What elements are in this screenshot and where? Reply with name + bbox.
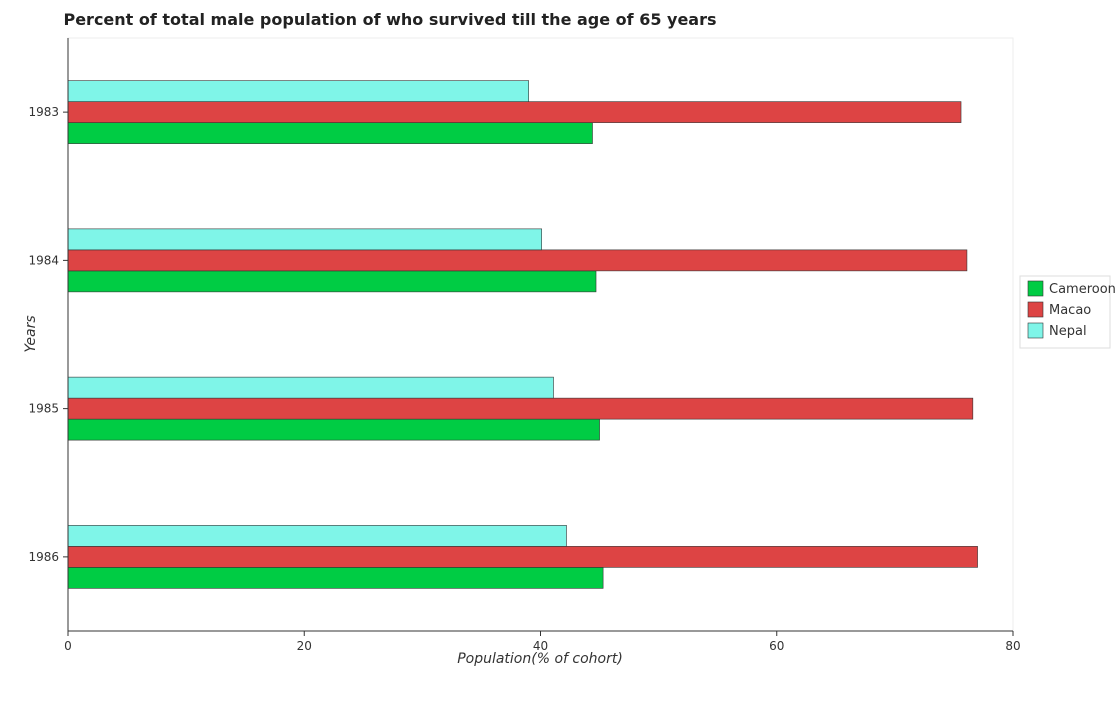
legend-label-macao: Macao <box>1049 303 1091 318</box>
legend: Cameroon Macao Nepal <box>1019 275 1116 349</box>
x-ticks-group: 0 20 40 60 80 <box>64 631 1021 653</box>
bar-macao-1984 <box>67 249 968 272</box>
x-axis-label: Population(% of cohort) <box>457 651 623 667</box>
legend-swatch-cameroon <box>1027 280 1044 297</box>
legend-swatch-nepal <box>1027 322 1044 339</box>
y-tick-label: 1985 <box>28 402 59 416</box>
y-axis-label: Years <box>23 315 39 352</box>
bar-macao-1985 <box>67 397 974 420</box>
x-tick-label: 60 <box>769 639 784 653</box>
legend-label-cameroon: Cameroon <box>1049 282 1116 297</box>
x-tick-label: 20 <box>297 639 312 653</box>
bar-nepal-1985 <box>67 376 554 399</box>
bar-macao-1986 <box>67 546 978 568</box>
x-tick-label: 80 <box>1005 639 1020 653</box>
legend-label-nepal: Nepal <box>1049 324 1087 339</box>
bar-nepal-1983 <box>67 80 529 102</box>
y-tick-label: 1983 <box>28 105 59 119</box>
y-ticks-group: 1983 1984 1985 1986 <box>28 105 68 564</box>
bar-cameroon-1984 <box>67 270 597 293</box>
x-tick-label: 0 <box>64 639 72 653</box>
bar-macao-1983 <box>67 101 962 123</box>
x-tick-label: 40 <box>533 639 548 653</box>
bar-cameroon-1985 <box>67 418 600 441</box>
y-tick-label: 1984 <box>28 253 59 267</box>
bars-group <box>67 80 978 589</box>
chart-title: Percent of total male population of who … <box>63 10 716 29</box>
y-tick-label: 1986 <box>28 550 59 564</box>
bar-nepal-1986 <box>67 525 567 547</box>
legend-swatch-macao <box>1027 301 1044 318</box>
bar-cameroon-1986 <box>67 567 604 589</box>
bar-nepal-1984 <box>67 228 542 251</box>
bar-cameroon-1983 <box>67 122 593 144</box>
